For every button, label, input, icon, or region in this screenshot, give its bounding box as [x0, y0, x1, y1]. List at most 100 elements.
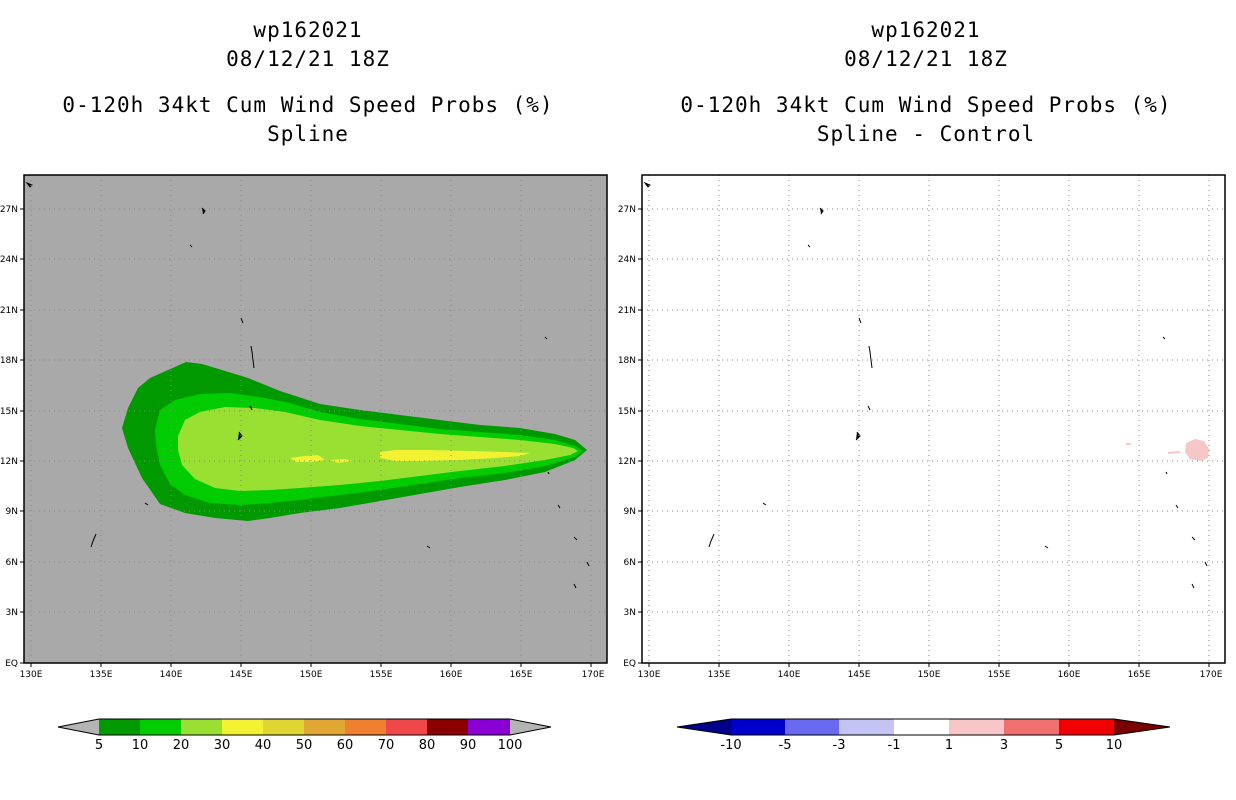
colorbar-swatch-5 [1059, 719, 1114, 735]
colorbar-swatch-5 [99, 719, 140, 735]
y-tick-label: 3N [624, 608, 636, 618]
contour-30-yellow-small [290, 455, 325, 462]
diff-positive-streak [1168, 451, 1180, 454]
colorbar-swatch-50 [304, 719, 345, 735]
right-panel-title: wp162021 08/12/21 18Z 0-120h 34kt Cum Wi… [626, 16, 1226, 149]
colorbar-low-triangle [58, 719, 99, 735]
x-tick-label: 135E [708, 670, 731, 680]
x-tick-label: 145E [848, 670, 871, 680]
method-name: Spline - Control [816, 122, 1036, 146]
y-tick-label: 3N [6, 608, 18, 618]
right-map: 130E 135E 140E 145E 150E 155E 160E 165E … [618, 174, 1226, 680]
x-tick-label: 155E [988, 670, 1011, 680]
y-tick-label: 24N [618, 255, 636, 265]
colorbar-label: 90 [460, 738, 477, 753]
product-name: 0-120h 34kt Cum Wind Speed Probs (%) [680, 93, 1172, 117]
coastlines [25, 181, 590, 589]
x-tick-label: 150E [918, 670, 941, 680]
diff-positive-dot [1126, 443, 1131, 445]
x-tick-label: 150E [300, 670, 323, 680]
storm-id: wp162021 [871, 18, 981, 42]
colorbar-label: 20 [173, 738, 190, 753]
graticule [642, 175, 1225, 663]
colorbar-label: 10 [1106, 738, 1123, 753]
contour-30-yellow-small2 [330, 459, 352, 463]
x-tick-label: 170E [582, 670, 605, 680]
coastlines [643, 181, 1208, 589]
colorbar-label: -10 [720, 738, 741, 753]
colorbar-swatch-70 [386, 719, 427, 735]
colorbar-swatch-3 [1004, 719, 1059, 735]
x-tick-label: 145E [230, 670, 253, 680]
left-map: 130E 135E 140E 145E 150E 155E 160E 165E … [0, 174, 608, 680]
y-tick-label: 18N [618, 356, 636, 366]
colorbar-label: 80 [419, 738, 436, 753]
right-map-frame [641, 174, 1226, 664]
x-tick-label: 160E [440, 670, 463, 680]
valid-time: 08/12/21 18Z [844, 47, 1008, 71]
colorbar-swatch-minus5 [785, 719, 839, 735]
colorbar-swatch-30 [222, 719, 263, 735]
colorbar-swatch-1 [949, 719, 1004, 735]
diff-positive-patch [1185, 439, 1209, 461]
contour-30-yellow-core [380, 450, 530, 461]
colorbar-label: -5 [779, 738, 792, 753]
product-name: 0-120h 34kt Cum Wind Speed Probs (%) [62, 93, 554, 117]
colorbar-label: 5 [95, 738, 103, 753]
y-tick-label: 15N [618, 407, 636, 417]
colorbar-swatch-minus10 [731, 719, 785, 735]
x-tick-label: 140E [778, 670, 801, 680]
y-tick-label: EQ [5, 659, 18, 669]
colorbar-label: -3 [833, 738, 846, 753]
left-y-tick-labels: EQ 3N 6N 9N 12N 15N 18N 21N 24N 27N [0, 205, 18, 669]
colorbar-high-triangle [510, 719, 551, 735]
y-tick-label: 15N [0, 407, 18, 417]
colorbar-swatch-90 [468, 719, 510, 735]
y-tick-label: EQ [623, 659, 636, 669]
right-x-tick-labels: 130E 135E 140E 145E 150E 155E 160E 165E … [638, 670, 1223, 680]
colorbar-label: 40 [255, 738, 272, 753]
colorbar-label: 10 [132, 738, 149, 753]
x-tick-label: 155E [370, 670, 393, 680]
x-tick-label: 160E [1058, 670, 1081, 680]
x-tick-label: 165E [1128, 670, 1151, 680]
colorbar-swatch-60 [345, 719, 386, 735]
x-tick-label: 130E [638, 670, 661, 680]
colorbar-swatch-80 [427, 719, 468, 735]
storm-id: wp162021 [253, 18, 363, 42]
y-tick-label: 12N [618, 457, 636, 467]
colorbar-label: 1 [945, 738, 953, 753]
y-tick-label: 6N [624, 558, 636, 568]
colorbar-label: -1 [888, 738, 901, 753]
colorbar-label: 50 [296, 738, 313, 753]
x-tick-label: 135E [90, 670, 113, 680]
colorbar-label: 100 [498, 738, 523, 753]
left-x-tick-labels: 130E 135E 140E 145E 150E 155E 160E 165E … [20, 670, 605, 680]
colorbar-label: 30 [214, 738, 231, 753]
left-colorbar: 5 10 20 30 40 50 60 70 80 90 100 [57, 718, 552, 753]
colorbar-outline [57, 718, 552, 736]
colorbar-label: 5 [1055, 738, 1063, 753]
x-tick-label: 130E [20, 670, 43, 680]
x-tick-label: 170E [1200, 670, 1223, 680]
x-tick-label: 165E [510, 670, 533, 680]
right-axis-ticks [638, 208, 1210, 667]
probability-contours [122, 362, 587, 521]
x-tick-label: 140E [160, 670, 183, 680]
y-tick-label: 24N [0, 255, 18, 265]
colorbar-label: 60 [337, 738, 354, 753]
colorbar-label: 3 [1000, 738, 1008, 753]
method-name: Spline [267, 122, 349, 146]
difference-background [642, 175, 1225, 663]
colorbar-swatch-40 [263, 719, 304, 735]
y-tick-label: 27N [618, 205, 636, 215]
right-colorbar: -10 -5 -3 -1 1 3 5 10 [676, 718, 1171, 753]
difference-contours [1126, 439, 1209, 461]
y-tick-label: 21N [618, 306, 636, 316]
left-map-frame [23, 174, 608, 664]
colorbar-swatch-minus1 [894, 719, 949, 735]
y-tick-label: 6N [6, 558, 18, 568]
left-panel-title: wp162021 08/12/21 18Z 0-120h 34kt Cum Wi… [8, 16, 608, 149]
colorbar-outline [676, 718, 1171, 736]
